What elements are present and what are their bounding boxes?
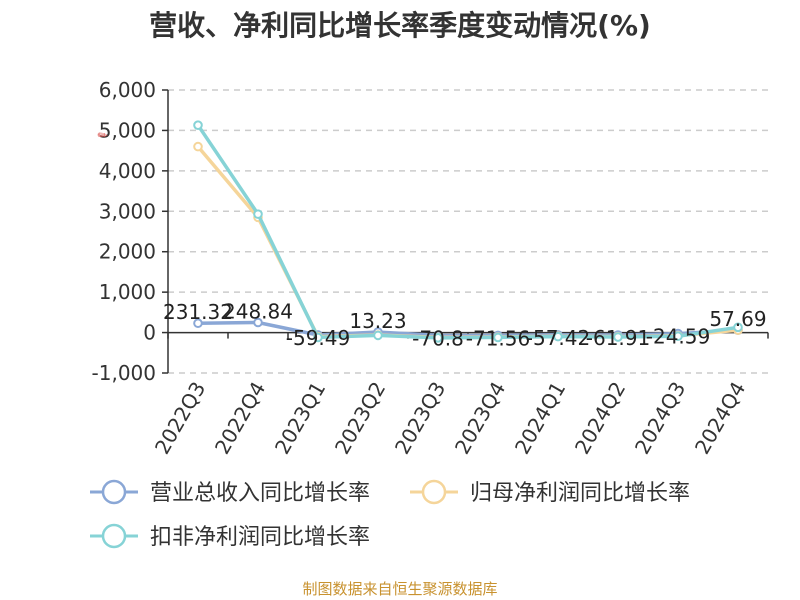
- legend-label: 归母净利润同比增长率: [470, 481, 690, 506]
- series-line: [197, 320, 739, 338]
- data-label: 248.84: [223, 300, 293, 324]
- y-tick-label: 3,000: [99, 199, 156, 223]
- data-point: [193, 318, 203, 329]
- data-label: -57.42: [526, 326, 590, 350]
- legend-marker-icon: [101, 523, 127, 549]
- x-tick-label: 2023Q4: [450, 378, 510, 459]
- x-tick-label: 2023Q3: [390, 378, 450, 459]
- data-label: -71.56: [466, 326, 530, 350]
- data-point: [193, 141, 203, 152]
- data-point: [193, 120, 203, 130]
- legend-label: 扣非净利润同比增长率: [150, 525, 370, 550]
- data-label: -70.8: [412, 326, 464, 350]
- data-point: [493, 332, 503, 343]
- data-point: [553, 331, 563, 342]
- x-tick-label: 2024Q1: [510, 378, 570, 459]
- data-label: -24.59: [646, 325, 710, 349]
- x-tick-label: 2024Q4: [690, 378, 750, 459]
- legend-item[interactable]: 归母净利润同比增长率: [410, 479, 690, 506]
- data-point: [253, 317, 263, 328]
- data-point: [433, 333, 443, 343]
- series-lines: [193, 120, 743, 343]
- data-point: [253, 209, 263, 219]
- data-point: [313, 332, 323, 343]
- x-tick-label: 2024Q3: [630, 378, 690, 459]
- x-tick-label: 2022Q3: [150, 378, 210, 459]
- data-point: [733, 322, 743, 333]
- data-point: [613, 332, 623, 342]
- data-point: [673, 331, 683, 342]
- series-line: [196, 124, 739, 340]
- data-label: -59.49: [286, 326, 350, 350]
- data-label: 57.69: [709, 307, 766, 331]
- data-label: 13.23: [349, 309, 406, 333]
- x-tick-label: 2022Q4: [210, 378, 270, 459]
- data-label: -61.91: [586, 326, 650, 350]
- source-note: 制图数据来自恒生聚源数据库: [302, 580, 498, 598]
- y-tick-label: -1,000: [92, 361, 156, 385]
- axes: 6,0005,0004,0003,0002,0001,0000-1,000202…: [92, 78, 769, 459]
- legend-item[interactable]: 扣非净利润同比增长率: [90, 523, 370, 550]
- legend-item[interactable]: 营业总收入同比增长率: [90, 479, 370, 506]
- data-point: [373, 330, 383, 341]
- y-tick-label: 6,000: [99, 78, 156, 102]
- legend-label: 营业总收入同比增长率: [150, 481, 370, 506]
- grid-lines: [168, 89, 768, 374]
- data-label: 231.32: [163, 300, 233, 324]
- y-tick-label: 4,000: [99, 159, 156, 183]
- x-tick-label: 2024Q2: [570, 378, 630, 459]
- legend-marker-icon: [421, 479, 447, 505]
- legend-marker-icon: [101, 479, 127, 505]
- y-tick-label: 0: [143, 321, 156, 345]
- x-tick-label: 2023Q1: [270, 378, 330, 459]
- x-tick-label: 2023Q2: [330, 378, 390, 459]
- y-tick-label: 2,000: [99, 240, 156, 264]
- chart-title: 营收、净利同比增长率季度变动情况(%): [149, 9, 651, 42]
- y-tick-label: 5,000: [99, 118, 156, 142]
- y-tick-label: 1,000: [99, 280, 156, 304]
